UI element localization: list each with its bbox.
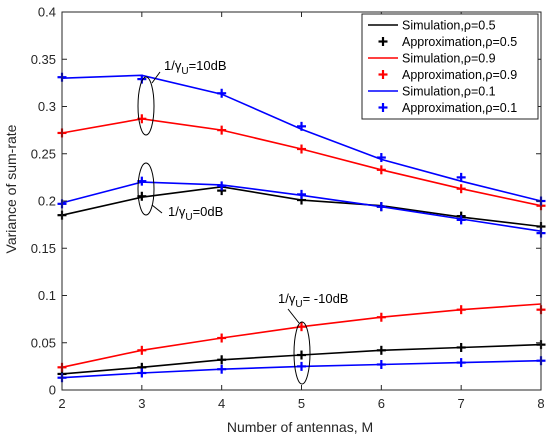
approximation-marker-group0-series1-point3	[297, 144, 306, 154]
annotation-label-1: 1/γU=0dB	[168, 204, 223, 223]
axes-layer: 2 3 4 5 6 7 8 0 0.05 0.1 0.15 0.2 0.25 0.3 0.35 0.4	[31, 5, 545, 412]
approximation-marker-group1-series2-point3	[297, 189, 306, 199]
annotation-ellipse-1	[137, 162, 155, 216]
x-axis-title: Number of antennas, M	[227, 419, 373, 435]
y-tick-label: 0	[49, 383, 56, 398]
annotation-label-0: 1/γU=10dB	[164, 58, 227, 77]
legend-label: Approximation,ρ=0.1	[402, 101, 517, 115]
approximation-marker-group0-series2-point5	[456, 172, 466, 182]
approximation-marker-group0-series1-point5	[456, 184, 466, 194]
approximation-marker-group2-series1-point5	[456, 305, 466, 315]
x-tick-label: 7	[458, 396, 465, 411]
legend-entry-1: Approximation,ρ=0.5	[378, 35, 517, 49]
approximation-marker-group2-series2-point5	[456, 358, 466, 368]
approximation-marker-group2-series1-point4	[376, 312, 386, 322]
legend-entry-4: Simulation,ρ=0.1	[368, 85, 496, 99]
annotation-ellipse-2	[293, 321, 311, 385]
approximation-marker-group2-series0-point5	[456, 342, 466, 352]
x-tick-label: 8	[537, 396, 544, 411]
legend-entry-2: Simulation,ρ=0.9	[368, 52, 496, 66]
approximation-marker-group1-series2-point5	[456, 215, 466, 225]
y-tick-label: 0.4	[38, 5, 56, 20]
y-tick-label: 0.15	[31, 241, 56, 256]
legend-marker-swatch	[378, 70, 388, 79]
approximation-marker-group0-series2-point3	[297, 121, 306, 131]
annotation-label-2: 1/γU= -10dB	[278, 291, 348, 310]
approximation-marker-group2-series0-point4	[376, 345, 386, 355]
y-tick-label: 0.25	[31, 146, 56, 161]
y-tick-label: 0.1	[38, 288, 56, 303]
legend-entry-3: Approximation,ρ=0.9	[378, 68, 517, 82]
y-tick-label: 0.35	[31, 52, 56, 67]
annotation-leader-1	[151, 204, 163, 214]
approximation-marker-group2-series2-point3	[297, 361, 306, 371]
x-tick-label: 4	[218, 396, 225, 411]
annotation-leader-2	[287, 308, 300, 324]
legend-marker-swatch	[378, 37, 388, 46]
approximation-marker-group0-series2-point4	[376, 153, 386, 163]
legend-label: Simulation,ρ=0.1	[402, 85, 496, 99]
approximation-marker-group2-series0-point2	[217, 355, 227, 365]
y-tick-label: 0.3	[38, 99, 56, 114]
annotation-ellipse-0	[137, 76, 155, 136]
x-tick-label: 3	[138, 396, 145, 411]
legend-entry-5: Approximation,ρ=0.1	[378, 101, 517, 115]
legend-label: Simulation,ρ=0.9	[402, 52, 496, 66]
x-tick-label: 6	[378, 396, 385, 411]
approximation-marker-group2-series2-point2	[217, 364, 227, 374]
approximation-marker-group0-series1-point2	[217, 125, 227, 135]
annotation-leader-0	[151, 71, 161, 84]
approximation-marker-group2-series2-point4	[376, 359, 386, 369]
approximation-marker-group1-series2-point2	[217, 181, 227, 191]
legend-entry-0: Simulation,ρ=0.5	[368, 19, 496, 33]
y-axis-title: Variance of sum-rate	[3, 124, 19, 253]
approximation-marker-group2-series2-point1	[137, 368, 147, 378]
approximation-marker-group2-series1-point3	[297, 322, 306, 332]
approximation-marker-group0-series2-point2	[217, 88, 227, 98]
approximation-marker-group2-series1-point1	[137, 345, 147, 355]
approximation-marker-group1-series2-point4	[376, 202, 386, 212]
y-tick-label: 0.2	[38, 194, 56, 209]
approximation-marker-group1-series0-point1	[137, 191, 147, 201]
legend-label: Approximation,ρ=0.5	[402, 35, 517, 49]
legend-label: Simulation,ρ=0.5	[402, 19, 496, 33]
approximation-marker-group2-series1-point2	[217, 333, 227, 343]
x-tick-label: 2	[58, 396, 65, 411]
legend-label: Approximation,ρ=0.9	[402, 68, 517, 82]
legend-box	[361, 13, 539, 120]
y-tick-label: 0.05	[31, 335, 56, 350]
legend: Simulation,ρ=0.5 Approximation,ρ=0.5 Simul…	[361, 13, 539, 120]
x-axis-title-text: Number of antennas, M	[227, 419, 373, 435]
legend-marker-swatch	[378, 103, 388, 112]
annotation-layer: 1/γU=10dB 1/γU=0dB 1/γU= -10dB	[137, 58, 348, 385]
approximation-marker-group2-series0-point3	[297, 350, 306, 360]
x-tick-label: 5	[298, 396, 305, 411]
approximation-marker-group0-series1-point4	[376, 165, 386, 175]
